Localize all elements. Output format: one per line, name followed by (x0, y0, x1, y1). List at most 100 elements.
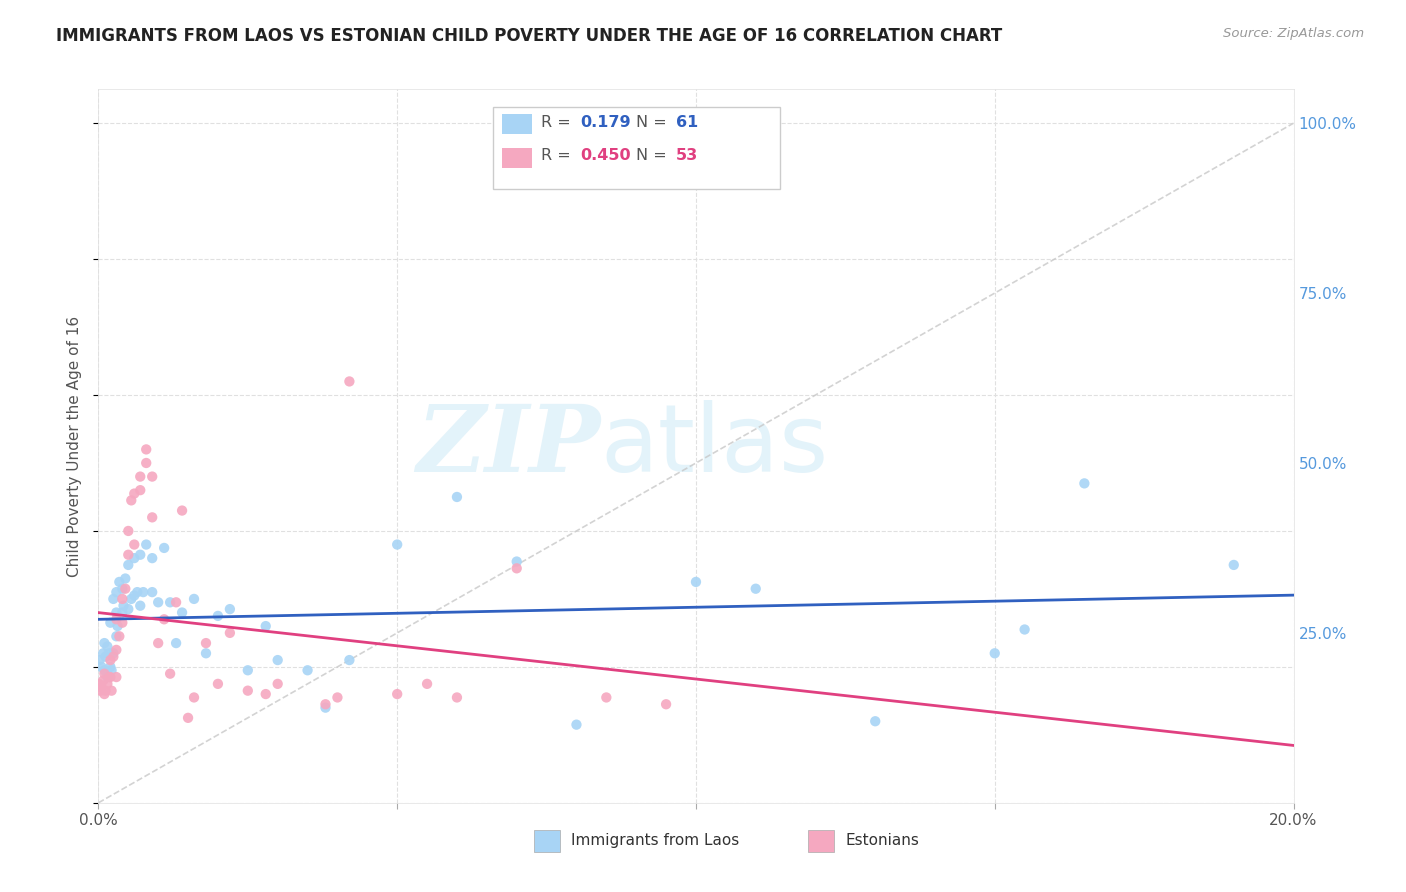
Point (96, 640, 118, 654)
Point (565, 717, 588, 731)
Point (105, 670, 128, 684)
Point (153, 612, 176, 626)
Point (103, 649, 125, 664)
Point (129, 483, 152, 498)
Point (108, 574, 131, 589)
Point (267, 677, 290, 691)
Point (195, 636, 218, 650)
Text: R =: R = (540, 115, 575, 130)
Point (141, 585, 163, 599)
Point (655, 698, 678, 712)
Point (315, 698, 337, 712)
Point (506, 555, 529, 569)
Point (1014, 623, 1036, 637)
Point (339, 375, 360, 389)
Point (159, 666, 181, 681)
Point (124, 486, 146, 500)
Point (91, 673, 114, 688)
Point (87, 677, 110, 691)
Text: N =: N = (637, 115, 672, 130)
Point (100, 615, 122, 630)
Text: Estonians: Estonians (845, 833, 920, 848)
Point (236, 663, 259, 677)
FancyBboxPatch shape (534, 830, 560, 852)
Point (93, 687, 115, 701)
Point (595, 690, 617, 705)
Point (100, 653, 122, 667)
Point (105, 612, 128, 626)
Point (506, 561, 529, 575)
FancyBboxPatch shape (808, 830, 834, 852)
Point (219, 602, 242, 616)
Point (326, 690, 349, 705)
Point (98, 646, 121, 660)
Point (1073, 476, 1095, 491)
Point (94, 649, 117, 664)
Point (315, 700, 337, 714)
Point (124, 537, 146, 551)
Point (446, 490, 468, 504)
Point (135, 456, 157, 470)
Point (267, 653, 290, 667)
Point (94, 683, 117, 698)
Point (207, 608, 229, 623)
Point (117, 558, 139, 572)
Point (96, 677, 118, 691)
Point (100, 663, 122, 677)
Point (111, 582, 134, 596)
Point (135, 442, 157, 457)
Point (120, 591, 142, 606)
Point (339, 653, 360, 667)
Point (127, 585, 149, 599)
Point (93, 636, 115, 650)
FancyBboxPatch shape (502, 114, 533, 134)
Point (100, 670, 122, 684)
Point (105, 629, 128, 643)
Point (1223, 558, 1246, 572)
Point (132, 585, 155, 599)
Point (165, 595, 187, 609)
Point (124, 589, 146, 603)
Point (114, 582, 136, 596)
Point (100, 660, 122, 674)
Point (685, 574, 707, 589)
Point (172, 606, 194, 620)
Text: 0.179: 0.179 (581, 115, 631, 130)
Point (177, 711, 200, 725)
Text: atlas: atlas (600, 400, 828, 492)
Point (117, 524, 139, 538)
Point (90, 660, 112, 674)
Point (159, 595, 181, 609)
Text: 61: 61 (676, 115, 697, 130)
Point (141, 551, 163, 566)
Point (91, 646, 114, 660)
Point (107, 619, 129, 633)
FancyBboxPatch shape (502, 148, 533, 168)
Point (89, 653, 111, 667)
Point (165, 636, 187, 650)
Point (385, 687, 409, 701)
Point (96, 670, 118, 684)
Point (297, 663, 319, 677)
Point (117, 548, 139, 562)
Point (984, 646, 1007, 660)
Point (129, 548, 152, 562)
Point (219, 626, 242, 640)
Point (416, 677, 439, 691)
Point (124, 551, 146, 566)
Text: IMMIGRANTS FROM LAOS VS ESTONIAN CHILD POVERTY UNDER THE AGE OF 16 CORRELATION C: IMMIGRANTS FROM LAOS VS ESTONIAN CHILD P… (56, 27, 1002, 45)
Point (90, 680, 112, 694)
Point (865, 714, 887, 729)
Point (89, 683, 111, 698)
Point (183, 591, 205, 606)
Text: R =: R = (540, 148, 575, 163)
Point (105, 585, 128, 599)
Point (153, 541, 176, 555)
Point (103, 591, 125, 606)
Point (141, 510, 163, 524)
Point (236, 683, 259, 698)
Point (446, 690, 468, 705)
Point (98, 670, 121, 684)
Text: Source: ZipAtlas.com: Source: ZipAtlas.com (1223, 27, 1364, 40)
Point (183, 690, 205, 705)
